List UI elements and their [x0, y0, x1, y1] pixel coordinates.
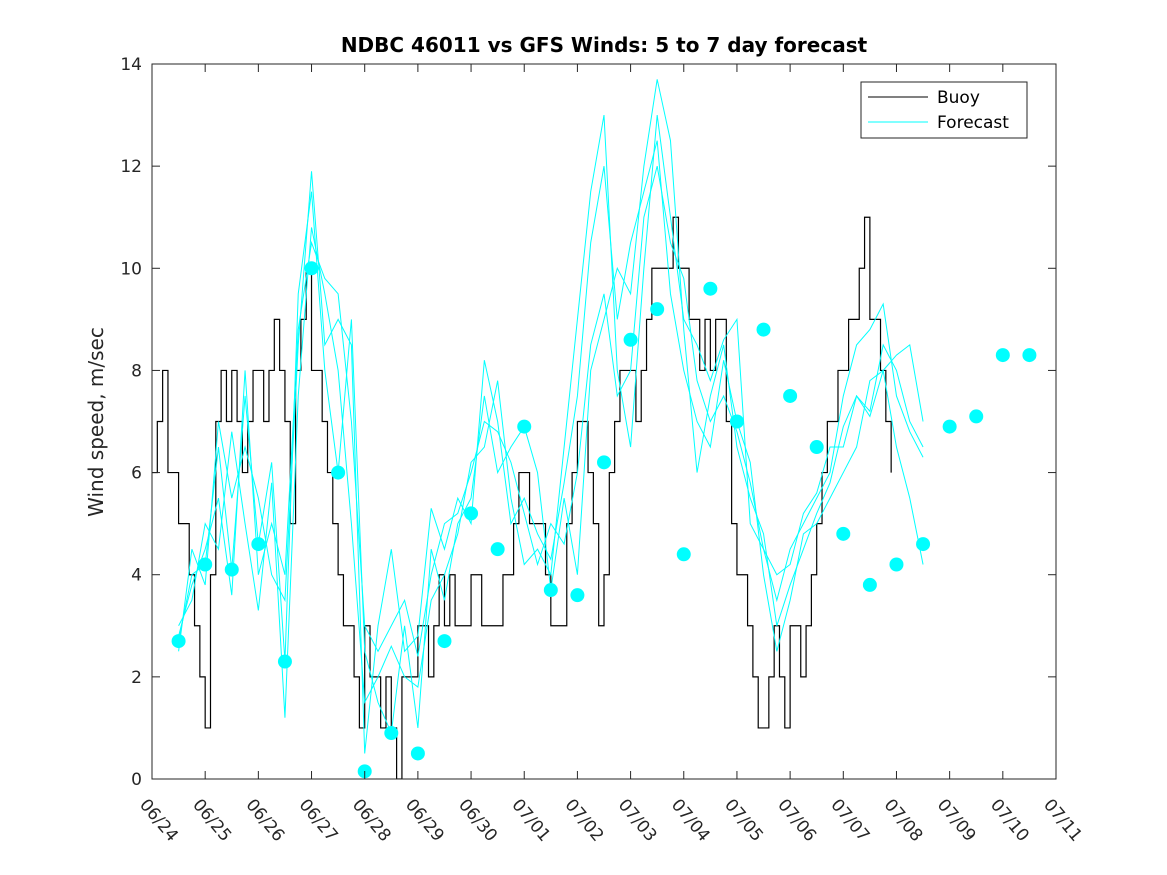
- legend-forecast-label: Forecast: [937, 113, 1009, 133]
- x-tick-label: 07/06: [773, 795, 820, 845]
- forecast-point: [224, 562, 239, 577]
- forecast-point: [597, 455, 611, 470]
- forecast-point: [464, 506, 479, 521]
- forecast-point: [889, 557, 904, 572]
- x-tick-label: 07/08: [880, 795, 927, 845]
- x-tick-label: 06/27: [295, 795, 342, 845]
- forecast-point: [517, 419, 532, 434]
- forecast-series-line-4: [178, 166, 924, 657]
- forecast-series-line-1: [178, 79, 924, 735]
- x-tick-label: 06/25: [188, 795, 235, 845]
- axes-box: [151, 63, 1057, 780]
- forecast-point: [437, 634, 452, 649]
- x-tick-label: 07/11: [1039, 795, 1086, 845]
- forecast-point: [1022, 348, 1037, 363]
- y-tick-label: 8: [131, 361, 142, 381]
- x-tick-label: 07/03: [614, 795, 661, 845]
- x-tick-label: 06/28: [348, 795, 395, 845]
- forecast-point: [809, 440, 824, 455]
- x-tick-label: 07/04: [667, 795, 714, 845]
- x-tick-label: 07/09: [933, 795, 980, 845]
- forecast-series-line-3: [178, 140, 924, 754]
- forecast-point: [171, 634, 186, 649]
- forecast-point: [650, 302, 665, 317]
- forecast-point: [942, 419, 957, 434]
- forecast-point: [916, 537, 931, 552]
- forecast-point: [676, 547, 691, 562]
- plot-series-group: [152, 79, 1037, 779]
- buoy-series-line: [152, 216, 892, 779]
- forecast-point: [198, 557, 213, 572]
- forecast-point: [729, 414, 744, 429]
- plot-area: [152, 79, 1037, 779]
- forecast-point: [331, 465, 346, 480]
- x-tick-label: 07/01: [507, 795, 554, 845]
- chart-title: NDBC 46011 vs GFS Winds: 5 to 7 day fore…: [341, 33, 868, 57]
- x-tick-label: 06/26: [242, 795, 289, 845]
- forecast-point: [570, 588, 585, 603]
- forecast-series-line-2: [178, 114, 924, 718]
- forecast-point: [490, 542, 505, 557]
- y-tick-label: 10: [120, 259, 142, 279]
- forecast-point: [304, 261, 319, 276]
- x-tick-label: 06/24: [135, 795, 182, 845]
- legend-box: [860, 81, 1028, 139]
- x-tick-label: 07/05: [720, 795, 767, 845]
- x-tick-label: 07/10: [986, 795, 1033, 845]
- forecast-point: [862, 577, 877, 592]
- x-tick-label: 06/30: [454, 795, 501, 845]
- y-tick-label: 6: [131, 464, 142, 484]
- forecast-point: [756, 322, 771, 337]
- y-axis-label: Wind speed, m/sec: [84, 327, 108, 517]
- x-tick-label: 07/07: [826, 795, 873, 845]
- forecast-point: [995, 348, 1010, 363]
- forecast-point: [543, 583, 558, 598]
- x-tick-label: 06/29: [401, 795, 448, 845]
- y-tick-label: 2: [131, 668, 142, 688]
- y-tick-label: 12: [120, 157, 142, 177]
- forecast-point: [836, 526, 851, 541]
- forecast-point: [384, 726, 399, 741]
- y-tick-label: 0: [131, 770, 142, 790]
- forecast-point: [703, 281, 718, 296]
- y-tick-label: 14: [120, 55, 142, 75]
- y-tick-label: 4: [131, 566, 142, 586]
- forecast-point: [969, 409, 984, 424]
- x-tick-label: 07/02: [561, 795, 608, 845]
- forecast-point: [623, 332, 638, 347]
- legend-buoy-label: Buoy: [937, 88, 980, 108]
- forecast-point: [251, 537, 266, 552]
- forecast-point: [410, 746, 425, 761]
- forecast-point: [783, 388, 798, 403]
- legend: Buoy Forecast: [860, 81, 1028, 139]
- forecast-point: [277, 654, 292, 669]
